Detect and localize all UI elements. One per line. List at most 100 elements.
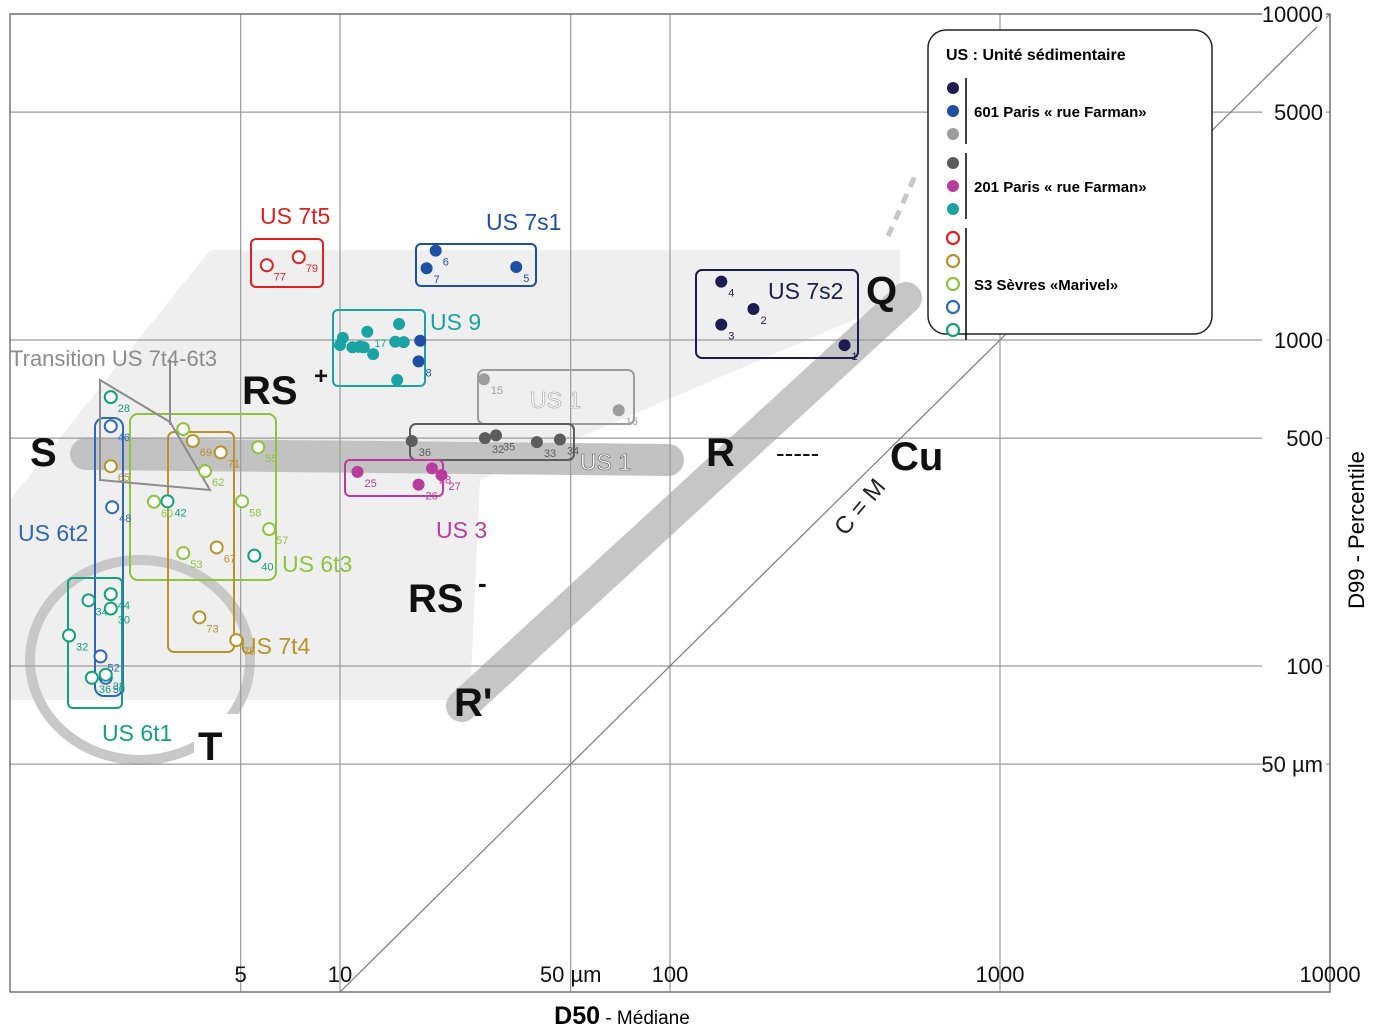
- x-tick-label: 1000: [976, 962, 1025, 987]
- data-point-label: 17: [374, 338, 386, 350]
- group-label-us-7s1: US 7s1: [486, 209, 561, 235]
- zone-rs-band: [10, 250, 900, 700]
- data-point: [425, 462, 438, 475]
- data-point-label: 73: [206, 623, 218, 635]
- data-point-label: 67: [224, 553, 236, 565]
- x-tick-label: 50 µm: [540, 962, 602, 987]
- y-tick-label-bg: [1262, 99, 1326, 126]
- data-point-label: 26: [426, 491, 438, 503]
- y-tick-label-bg: [1262, 1, 1326, 27]
- data-point: [334, 339, 346, 352]
- data-point-label: 42: [174, 507, 186, 519]
- data-point: [229, 633, 244, 648]
- data-point: [351, 465, 364, 478]
- data-point-label: 27: [448, 481, 460, 493]
- data-point-label: 8: [426, 367, 432, 379]
- y-tick-label: 1000: [1274, 328, 1323, 353]
- data-point: [259, 258, 274, 273]
- data-point-label: 32: [492, 444, 504, 456]
- legend-label: S3 Sèvres «Marivel»: [974, 277, 1118, 294]
- box-us-6t2: [94, 417, 124, 697]
- data-point: [105, 500, 120, 515]
- data-point: [391, 373, 404, 386]
- x-tick-labels: 5 10 50 µm 100 1000 10000: [235, 962, 1361, 987]
- data-point: [262, 522, 277, 537]
- legend-label: 601 Paris « rue Farman»: [974, 104, 1147, 121]
- group-label-us-1-grey: US 1: [530, 387, 581, 413]
- x-tick-label: 5: [235, 962, 247, 987]
- data-point: [103, 587, 118, 602]
- data-point-label: 60: [161, 508, 173, 520]
- data-point-label: 69: [200, 447, 212, 459]
- zone-t-label-bg: [194, 714, 244, 776]
- group-label-us-7t4: US 7t4: [240, 633, 311, 659]
- data-point: [84, 670, 99, 685]
- data-point-label: 48: [119, 513, 131, 525]
- box-us-7t4: [167, 431, 235, 653]
- plot-frame: [9, 13, 1331, 993]
- data-point-label: 71: [228, 458, 240, 470]
- zone-q-dash: [885, 172, 919, 238]
- zone-label-s: S: [30, 431, 57, 475]
- y-tick-label-bg: [1262, 327, 1326, 353]
- y-tick-label: 5000: [1274, 100, 1323, 125]
- zone-labels: S T RS + RS - R' R Q Cu -----: [30, 269, 943, 769]
- data-point: [81, 593, 96, 608]
- data-point: [490, 429, 503, 442]
- data-point: [477, 373, 490, 386]
- data-point: [213, 445, 228, 460]
- legend-marker: [947, 203, 959, 215]
- group-label-us-6t3: US 6t3: [282, 551, 352, 577]
- data-point-label: 1: [852, 351, 858, 363]
- data-point: [367, 348, 380, 361]
- zone-label-rs-plus-sign: +: [314, 363, 328, 390]
- data-point-label: 28: [118, 403, 130, 415]
- data-point-label: 36: [99, 684, 111, 696]
- data-point-label: 6: [443, 257, 449, 269]
- data-point: [103, 601, 118, 616]
- x-tick-label: 100: [652, 962, 689, 987]
- data-point: [838, 339, 851, 352]
- data-point-label: 30: [118, 615, 130, 627]
- data-point: [429, 244, 442, 257]
- box-transition-7t4-6t3: [99, 378, 212, 492]
- data-point: [412, 355, 425, 368]
- x-axis-title: D50 - Médiane: [554, 1002, 690, 1030]
- y-tick-label: 500: [1286, 426, 1323, 451]
- x-tick-label: 10: [328, 962, 352, 987]
- box-us-7t5: [250, 238, 324, 288]
- data-point: [412, 478, 425, 491]
- data-point: [146, 494, 161, 509]
- box-us-9: [332, 309, 426, 387]
- data-point-label: 77: [274, 271, 286, 283]
- data-point: [393, 317, 406, 330]
- legend-marker: [945, 276, 961, 292]
- y-tick-label: 10000: [1262, 2, 1323, 27]
- zone-label-rs-minus: RS: [408, 577, 464, 621]
- group-labels: US 7t5 US 7s1 US 7s2 US 9 US 1 US 1 US 3…: [10, 203, 843, 746]
- zone-label-r-prime: R': [454, 681, 492, 725]
- data-point: [397, 336, 410, 349]
- data-point-label: 4: [728, 288, 734, 300]
- zone-label-q: Q: [866, 269, 897, 313]
- data-point: [530, 436, 543, 449]
- zone-label-dashes: -----: [776, 438, 819, 468]
- legend-items: 601 Paris « rue Farman» 201 Paris « rue F…: [945, 78, 1147, 340]
- legend-marker: [947, 180, 959, 192]
- zone-label-t: T: [198, 725, 222, 769]
- legend-marker: [947, 105, 959, 117]
- data-point: [715, 318, 728, 331]
- legend-label: 201 Paris « rue Farman»: [974, 179, 1147, 196]
- data-point: [414, 334, 427, 347]
- data-point-label: 5: [523, 273, 529, 285]
- group-label-transition: Transition US 7t4-6t3: [10, 346, 217, 371]
- y-tick-label-bg: [1262, 425, 1326, 452]
- legend: US : Unité sédimentaire 601 Paris « rue …: [927, 29, 1213, 340]
- group-label-us-7t5: US 7t5: [260, 203, 330, 229]
- y-tick-labels: 50 µm 100 500 1000 5000 10000: [1261, 1, 1326, 778]
- y-tick-label-bg: [1262, 751, 1326, 778]
- data-point: [103, 390, 118, 405]
- box-us-6t3: [129, 413, 277, 581]
- data-point-label: 36: [419, 447, 431, 459]
- data-point: [247, 548, 262, 563]
